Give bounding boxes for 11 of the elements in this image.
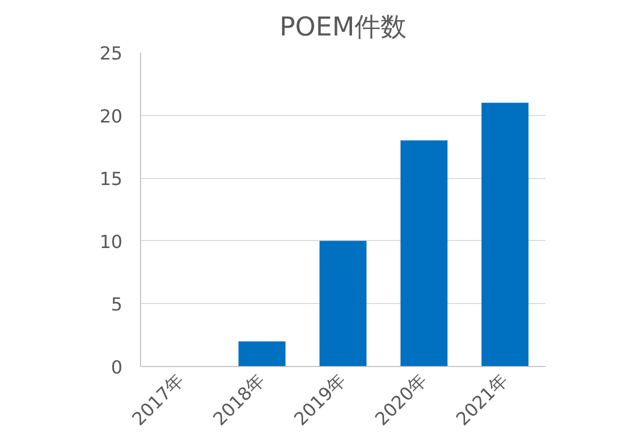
y-tick-label: 20 bbox=[100, 106, 122, 128]
bar bbox=[320, 240, 366, 366]
bar bbox=[482, 102, 528, 366]
y-tick-label: 10 bbox=[100, 232, 122, 253]
y-tick-label: 15 bbox=[100, 169, 122, 190]
bar bbox=[238, 341, 286, 366]
chart-title: POEM件数 bbox=[280, 12, 407, 42]
y-tick-label: 5 bbox=[111, 294, 122, 316]
y-tick-label: 0 bbox=[111, 358, 122, 378]
bar bbox=[400, 140, 448, 366]
y-tick-label: 25 bbox=[100, 44, 122, 64]
